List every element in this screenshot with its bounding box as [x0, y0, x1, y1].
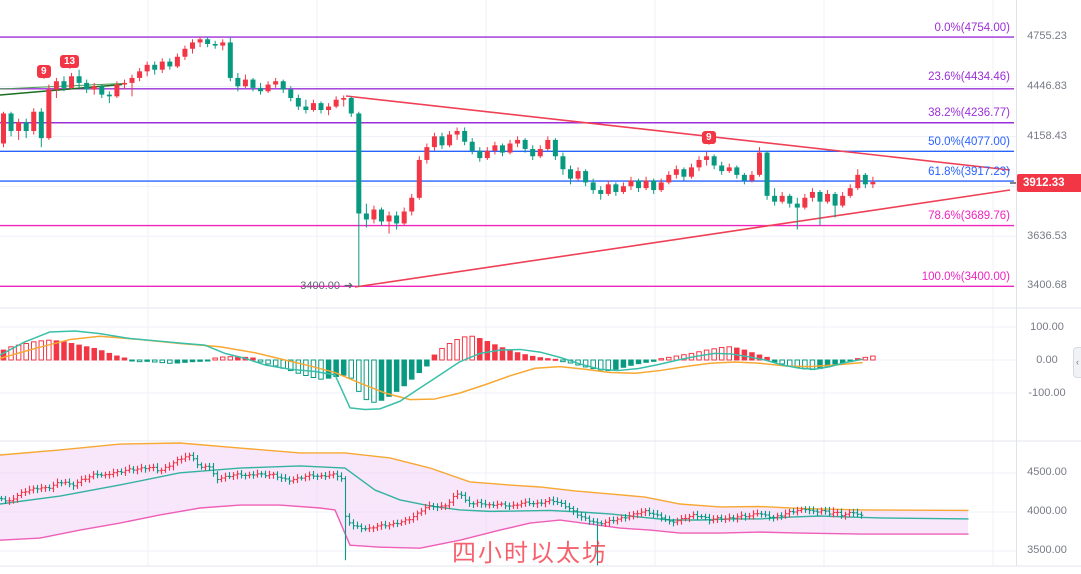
axis-label: 4158.43: [1027, 130, 1067, 142]
fib-label-786: 78.6%(3689.76): [928, 210, 1010, 222]
axis-label: 4446.83: [1027, 80, 1067, 92]
bottom-bars-layer: [0, 452, 864, 566]
arrow-right-icon: ➔: [344, 280, 354, 292]
fib-label-0: 0.0%(4754.00): [934, 22, 1010, 34]
axis-label: 4500.00: [1027, 466, 1067, 478]
trendline: [0, 82, 123, 90]
axis-label: 3400.68: [1027, 279, 1067, 291]
main-candles-layer: [1, 36, 876, 287]
macd-dif-line: [0, 330, 863, 411]
axis-label: -100.00: [1028, 387, 1066, 399]
fib-label-618: 61.8%(3917.23): [928, 166, 1010, 178]
bollinger-lower-band: [0, 504, 969, 549]
signal-badge-13[interactable]: 13: [60, 55, 80, 69]
trendline: [345, 95, 1011, 171]
macd-dea-line: [0, 335, 863, 401]
watermark-title: 四小时以太坊: [452, 540, 608, 567]
bollinger-upper-band: [0, 442, 969, 512]
fib-label-236: 23.6%(4434.46): [928, 71, 1010, 83]
axis-label: 4755.23: [1027, 30, 1067, 42]
signal-badge-9b[interactable]: 9: [702, 131, 716, 145]
current-price-badge: 3912.33: [1017, 174, 1081, 192]
axis-label: 3636.53: [1027, 230, 1067, 242]
axis-label: 0.00: [1036, 354, 1058, 366]
chevron-left-icon[interactable]: ‹: [1073, 347, 1081, 378]
trendline: [354, 189, 1011, 288]
axis-label: 4000.00: [1027, 505, 1067, 517]
axis-label: 100.00: [1030, 321, 1064, 333]
anchor-price-label: 3400.00: [300, 280, 340, 292]
signal-badge-9[interactable]: 9: [37, 65, 51, 79]
fib-label-100: 100.0%(3400.00): [921, 271, 1010, 283]
fib-label-50: 50.0%(4077.00): [928, 136, 1010, 148]
axis-label: 3500.00: [1027, 544, 1067, 556]
fib-label-382: 38.2%(4236.77): [928, 107, 1010, 119]
macd-histogram-layer: [0, 335, 876, 403]
